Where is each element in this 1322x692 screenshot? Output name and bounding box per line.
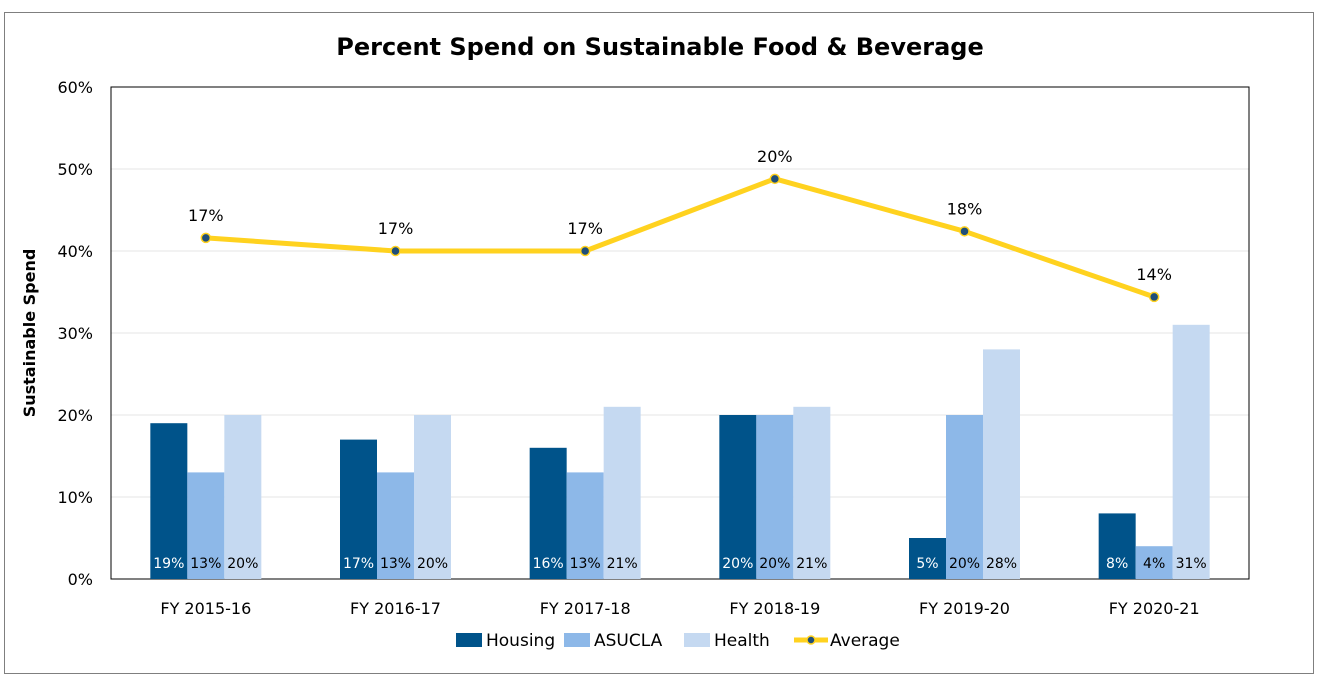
bar-asucla: [756, 415, 794, 579]
legend-label-health: Health: [714, 631, 770, 651]
data-label: 8%: [1106, 556, 1128, 572]
bar-housing: [909, 538, 946, 579]
data-label: 13%: [380, 556, 411, 572]
bar-housing: [150, 423, 188, 579]
chart: Percent Spend on Sustainable Food & Beve…: [20, 33, 1250, 651]
average-label: 17%: [567, 219, 603, 238]
average-point: [579, 245, 591, 257]
average-line-path: [203, 176, 1157, 300]
y-axis-ticks: 0% 10% 20% 30% 40% 50% 60%: [57, 78, 93, 589]
bar-asucla: [1135, 546, 1173, 579]
bar-health: [983, 349, 1020, 579]
y-tick-label: 0%: [68, 570, 93, 589]
data-label: 31%: [1176, 556, 1207, 572]
y-tick-label: 20%: [57, 406, 93, 425]
data-label: 17%: [343, 556, 374, 572]
bar-housing: [719, 415, 757, 579]
bar-health: [793, 406, 831, 579]
x-tick-label: FY 2016-17: [350, 599, 441, 618]
bar-asucla: [187, 472, 225, 579]
bar-asucla: [377, 472, 414, 579]
y-tick-label: 10%: [57, 488, 93, 507]
average-point: [959, 226, 970, 237]
x-tick-label: FY 2017-18: [540, 599, 631, 618]
chart-frame: Percent Spend on Sustainable Food & Beve…: [4, 12, 1314, 674]
plot-area: [110, 86, 1250, 580]
bar-housing: [529, 447, 567, 579]
average-label: 17%: [188, 206, 224, 225]
y-axis-label: Sustainable Spend: [20, 249, 39, 418]
bar-housing: [340, 439, 377, 579]
y-tick-label: 40%: [57, 242, 93, 261]
data-label: 16%: [533, 556, 564, 572]
data-label: 20%: [722, 556, 753, 572]
x-tick-label: FY 2018-19: [729, 599, 820, 618]
legend-swatch-housing: [456, 633, 482, 647]
data-label: 20%: [759, 556, 790, 572]
average-point: [769, 173, 781, 185]
bar-health: [1172, 324, 1210, 579]
bar-health: [414, 415, 451, 579]
average-label: 18%: [947, 199, 983, 218]
y-tick-label: 60%: [57, 78, 93, 97]
data-label: 28%: [986, 556, 1017, 572]
legend-swatch-asucla: [564, 633, 590, 647]
legend-marker-average: [806, 635, 816, 645]
average-point: [1148, 291, 1160, 303]
legend-label-housing: Housing: [486, 631, 555, 651]
legend: Housing ASUCLA Health Average: [456, 631, 900, 651]
x-tick-label: FY 2019-20: [919, 599, 1010, 618]
bar-asucla: [566, 472, 604, 579]
y-tick-label: 50%: [57, 160, 93, 179]
average-label: 14%: [1136, 265, 1172, 284]
data-label: 19%: [153, 556, 184, 572]
x-axis-ticks: FY 2015-16 FY 2016-17 FY 2017-18 FY 2018-19…: [160, 599, 1199, 618]
legend-label-average: Average: [830, 631, 900, 651]
data-label: 5%: [916, 556, 938, 572]
x-tick-label: FY 2015-16: [160, 599, 251, 618]
y-tick-label: 30%: [57, 324, 93, 343]
x-tick-label: FY 2020-21: [1109, 599, 1200, 618]
data-label: 21%: [796, 556, 827, 572]
gridlines: [111, 168, 1249, 498]
legend-swatch-health: [684, 633, 710, 647]
average-label: 20%: [757, 147, 793, 166]
data-label: 20%: [227, 556, 258, 572]
data-label: 20%: [417, 556, 448, 572]
bar-asucla: [946, 415, 983, 579]
data-label: 20%: [949, 556, 980, 572]
average-line: 17% 17% 17% 20% 18% 14%: [188, 147, 1172, 303]
bar-health: [224, 415, 262, 579]
chart-title: Percent Spend on Sustainable Food & Beve…: [336, 33, 983, 61]
data-label: 4%: [1143, 556, 1165, 572]
bar-health: [603, 406, 641, 579]
legend-label-asucla: ASUCLA: [594, 631, 663, 651]
average-point: [390, 245, 401, 257]
data-label: 13%: [190, 556, 221, 572]
bars: 19% 13% 20% 17% 13% 20% 16% 13% 21% 20% 20% 21% 5% 20…: [150, 324, 1210, 579]
average-point: [200, 232, 212, 244]
data-label: 21%: [607, 556, 638, 572]
data-label: 13%: [570, 556, 601, 572]
average-label: 17%: [378, 219, 414, 238]
bar-housing: [1098, 513, 1136, 579]
